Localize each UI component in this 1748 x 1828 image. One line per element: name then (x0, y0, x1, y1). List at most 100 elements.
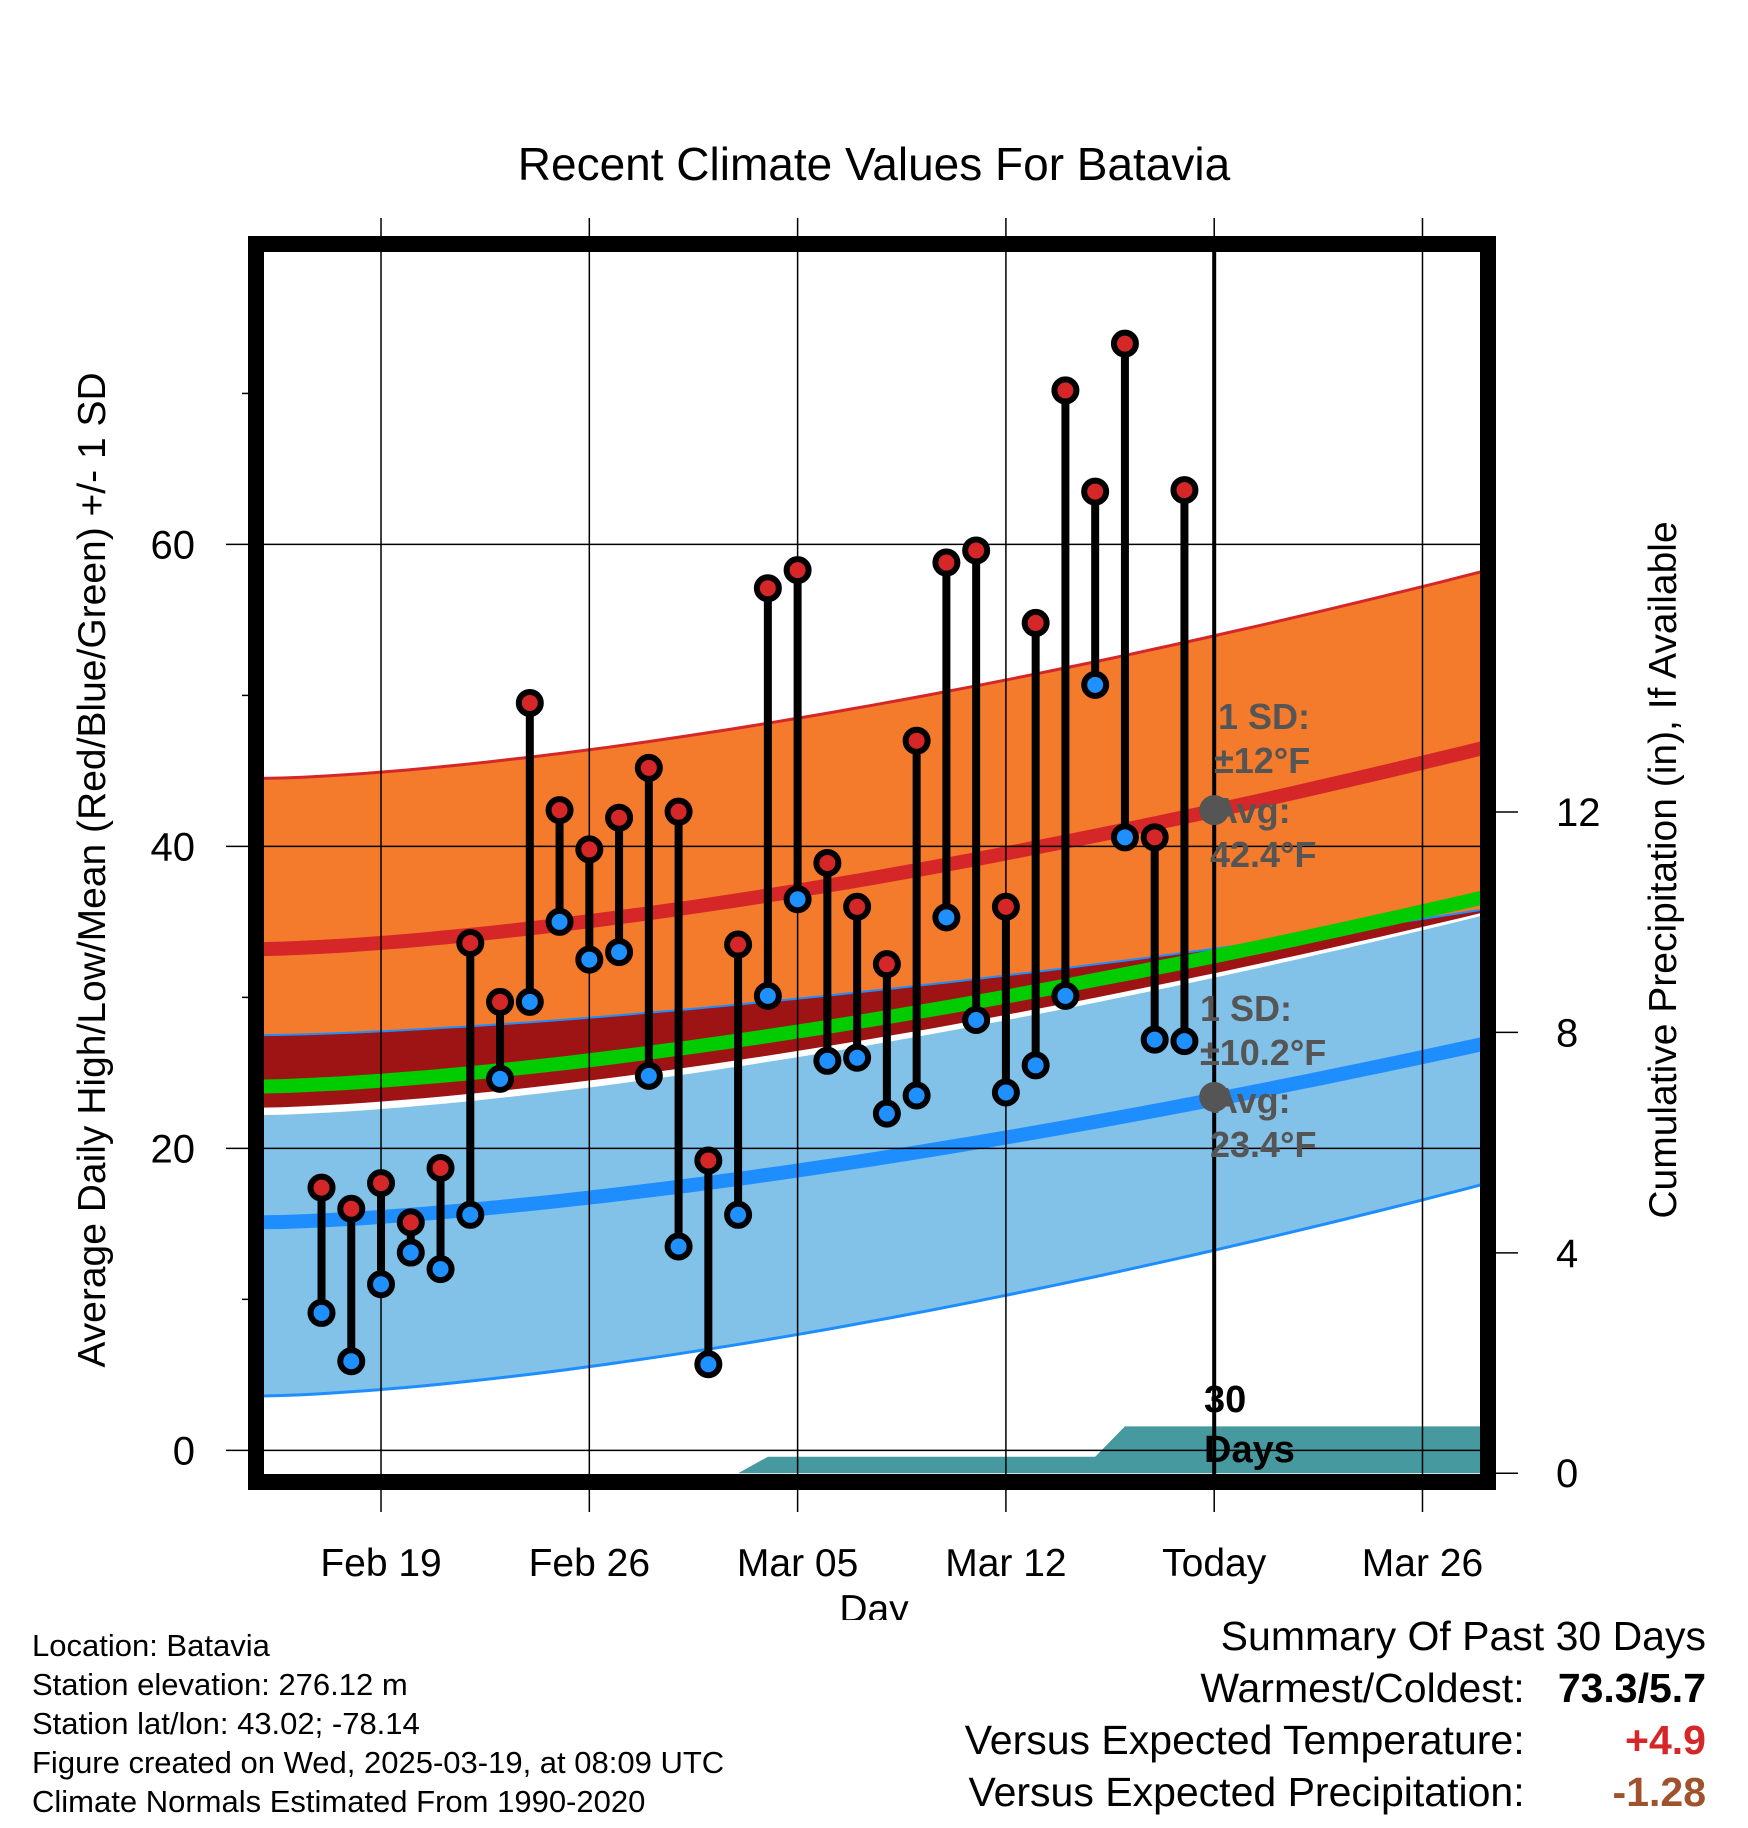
high-point (783, 556, 812, 585)
y2-tick-label: 0 (1556, 1452, 1578, 1496)
window-days-number: 30 (1204, 1379, 1246, 1421)
high-point (932, 548, 961, 577)
y-tick-label: 60 (151, 523, 196, 567)
high-point (575, 835, 604, 864)
low-point (694, 1350, 723, 1379)
high-point (1051, 376, 1080, 405)
low-point (1140, 1025, 1169, 1054)
low-point (664, 1232, 693, 1261)
normals-text: Climate Normals Estimated From 1990-2020 (32, 1784, 646, 1819)
high-point (1110, 329, 1139, 358)
y-tick-label: 20 (151, 1127, 196, 1171)
x-tick-label: Feb 26 (529, 1542, 650, 1585)
high-sd-upper-line (262, 570, 1482, 780)
high-point (962, 536, 991, 565)
y2-tick-label: 12 (1556, 791, 1601, 835)
low-point (724, 1200, 753, 1229)
high-point (1140, 823, 1169, 852)
low-point (843, 1043, 872, 1072)
low-point (575, 945, 604, 974)
summary-temp: Versus Expected Temperature: +4.9 (965, 1714, 1706, 1766)
y-tick-label: 40 (151, 825, 196, 869)
low-point (307, 1298, 336, 1327)
high-point (486, 987, 515, 1016)
warmest-coldest-value: 73.3/5.7 (1557, 1665, 1706, 1711)
summary-warmest-coldest: Warmest/Coldest: 73.3/5.7 (965, 1662, 1706, 1714)
y2-axis-label: Cumulative Precipitation (in), If Availa… (1642, 521, 1685, 1218)
low-point (545, 907, 574, 936)
created-text: Figure created on Wed, 2025-03-19, at 08… (32, 1745, 725, 1780)
high-normal-marker (1199, 795, 1230, 826)
summary-precip: Versus Expected Precipitation: -1.28 (965, 1766, 1707, 1818)
precip-label: Versus Expected Precipitation: (968, 1769, 1525, 1815)
low-point (753, 981, 782, 1010)
station-info: Location: Batavia Station elevation: 276… (32, 1626, 724, 1821)
high-point (634, 753, 663, 782)
plot-content (262, 250, 1482, 1476)
high-point (872, 950, 901, 979)
low-avg-title: Avg: (1212, 1080, 1291, 1121)
high-point (605, 803, 634, 832)
plot-frame (248, 236, 1496, 1490)
y-tick-label: 0 (173, 1429, 195, 1473)
x-tick-label: Feb 19 (320, 1542, 441, 1585)
high-sd-title: 1 SD: (1218, 696, 1310, 737)
low-point (1081, 670, 1110, 699)
low-point (1110, 823, 1139, 852)
low-point (1021, 1051, 1050, 1080)
high-point (843, 892, 872, 921)
low-sd-lower-line (262, 1183, 1482, 1398)
low-point (456, 1200, 485, 1229)
high-point (426, 1153, 455, 1182)
high-point (337, 1194, 366, 1223)
high-point (1081, 477, 1110, 506)
high-point (545, 796, 574, 825)
precip-value: -1.28 (1612, 1769, 1706, 1815)
low-sd-value: ±10.2°F (1200, 1032, 1326, 1073)
high-avg-value: 42.4°F (1210, 834, 1316, 875)
high-point (753, 574, 782, 603)
low-point (515, 987, 544, 1016)
y2-tick-label: 8 (1556, 1011, 1578, 1055)
low-point (1051, 981, 1080, 1010)
low-point (932, 903, 961, 932)
x-axis-label: Day (839, 1588, 909, 1620)
low-point (486, 1064, 515, 1093)
low-point (367, 1270, 396, 1299)
low-point (605, 938, 634, 967)
high-point (367, 1169, 396, 1198)
low-avg-value: 23.4°F (1210, 1124, 1316, 1165)
high-point (515, 688, 544, 717)
high-point (724, 930, 753, 959)
high-point (307, 1173, 336, 1202)
y-axis-label: Average Daily High/Low/Mean (Red/Blue/Gr… (71, 372, 114, 1367)
precip-area (262, 1426, 1482, 1474)
x-tick-label: Today (1162, 1542, 1267, 1585)
temp-value: +4.9 (1625, 1717, 1706, 1763)
temp-label: Versus Expected Temperature: (964, 1717, 1525, 1763)
low-sd-title: 1 SD: (1200, 988, 1292, 1029)
latlon-text: Station lat/lon: 43.02; -78.14 (32, 1706, 420, 1741)
climate-chart: Recent Climate Values For Batavia 020406… (71, 138, 1685, 1620)
x-tick-label: Mar 05 (737, 1542, 858, 1585)
low-point (396, 1238, 425, 1267)
x-tick-label: Mar 12 (945, 1542, 1066, 1585)
warmest-coldest-label: Warmest/Coldest: (1200, 1665, 1525, 1711)
low-point (991, 1078, 1020, 1107)
elevation-text: Station elevation: 276.12 m (32, 1667, 408, 1702)
low-point (634, 1061, 663, 1090)
high-point (694, 1146, 723, 1175)
high-point (1021, 608, 1050, 637)
high-point (1170, 476, 1199, 505)
mean-normal-line (262, 890, 1482, 1094)
high-point (664, 797, 693, 826)
high-point (902, 726, 931, 755)
high-point (396, 1208, 425, 1237)
x-tick-label: Mar 26 (1362, 1542, 1483, 1585)
low-point (783, 885, 812, 914)
plot-area: 0 20 40 60 0 4 8 12 Feb 19 Feb 26 Mar 05 Mar 12 Toda… (151, 218, 1601, 1585)
y2-tick-label: 4 (1556, 1232, 1578, 1276)
low-point (337, 1347, 366, 1376)
location-text: Location: Batavia (32, 1628, 270, 1663)
summary-panel: Summary Of Past 30 Days Warmest/Coldest:… (965, 1610, 1706, 1818)
